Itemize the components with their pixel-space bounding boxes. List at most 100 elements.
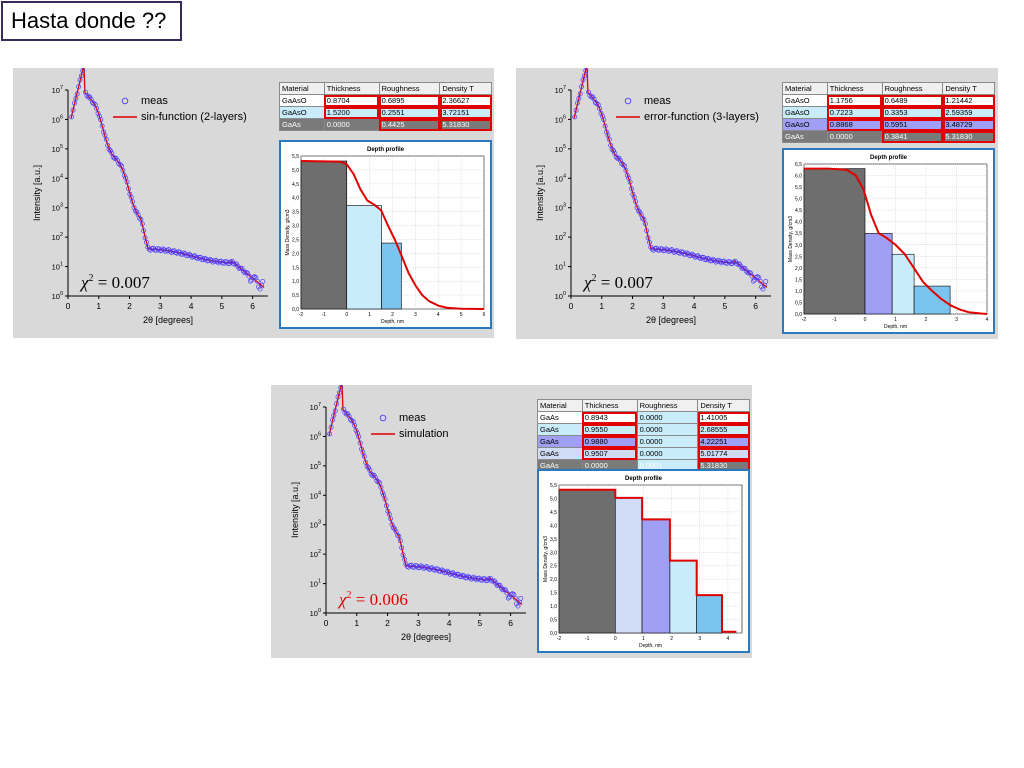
depth-x-tick-label: 1 — [894, 317, 897, 323]
measured-point — [247, 278, 253, 284]
material-cell[interactable]: GaAsO — [782, 118, 828, 131]
measured-point — [95, 110, 101, 116]
parameter-cell[interactable]: 5.31830 — [697, 459, 750, 472]
parameter-cell[interactable]: 1.5200 — [323, 106, 380, 119]
parameter-cell[interactable]: 0.6489 — [881, 94, 944, 107]
depth-y-tick-label: 1,5 — [292, 265, 299, 271]
parameter-cell[interactable]: 0.9880 — [581, 435, 638, 448]
measured-point — [605, 132, 611, 138]
table-header-cell: Roughness — [378, 82, 441, 95]
measured-point — [392, 526, 398, 532]
depth-x-axis-label: Depth, nm — [381, 319, 404, 325]
depth-profile-svg: Depth profile 0,0 0,5 1,0 1,5 2,0 2,5 3,0 3,5 4,0… — [788, 155, 989, 330]
measured-point — [492, 578, 497, 584]
legend-meas-marker — [624, 97, 632, 105]
parameter-cell[interactable]: 5.31830 — [942, 130, 995, 143]
material-cell[interactable]: GaAs — [537, 447, 583, 460]
depth-y-tick-label: 4,5 — [795, 208, 802, 214]
material-cell[interactable]: GaAsO — [782, 106, 828, 119]
table-row[interactable]: GaAsO 1.5200 0.2551 3.72151 — [279, 106, 492, 119]
depth-y-tick-label: 3,5 — [795, 231, 802, 237]
parameter-cell[interactable]: 5.01774 — [697, 447, 750, 460]
measured-point — [70, 107, 76, 113]
parameter-cell[interactable]: 0.3841 — [881, 130, 944, 143]
parameter-cell[interactable]: 0.0000 — [636, 411, 699, 424]
parameter-cell[interactable]: 3.72151 — [439, 106, 492, 119]
table-row[interactable]: GaAsO 0.8704 0.6895 2.36627 — [279, 94, 492, 107]
measured-point — [688, 252, 694, 258]
parameter-cell[interactable]: 0.5951 — [881, 118, 944, 131]
material-cell[interactable]: GaAsO — [279, 94, 325, 107]
measured-point — [138, 217, 144, 222]
depth-profile-title: Depth profile — [870, 155, 908, 161]
measured-point — [334, 401, 340, 407]
parameter-cell[interactable]: 0.0000 — [636, 447, 699, 460]
measured-point — [110, 154, 116, 160]
table-row[interactable]: GaAs 0.0000 0.0001 5.31830 — [537, 459, 750, 472]
parameter-cell[interactable]: 0.3353 — [881, 106, 944, 119]
density-profile-curve — [300, 160, 485, 310]
measured-point — [586, 89, 591, 95]
parameter-cell[interactable]: 5.31830 — [439, 118, 492, 131]
measured-point — [583, 68, 589, 74]
table-row[interactable]: GaAs 0.9880 0.0000 4.22251 — [537, 435, 750, 448]
depth-x-tick-label: 4 — [437, 312, 440, 318]
parameter-cell[interactable]: 2.68555 — [697, 423, 750, 436]
parameter-cell[interactable]: 0.6895 — [378, 94, 441, 107]
parameter-cell[interactable]: 0.9550 — [581, 423, 638, 436]
legend-fit-label: error-function (3-layers) — [644, 111, 759, 123]
depth-x-tick-label: -1 — [322, 312, 327, 318]
depth-y-tick-label: 0,0 — [795, 312, 802, 318]
depth-y-tick-label: 5,5 — [550, 483, 557, 489]
measured-point — [597, 106, 603, 111]
parameter-cell[interactable]: 1.21442 — [942, 94, 995, 107]
parameter-cell[interactable]: 1.1756 — [826, 94, 883, 107]
parameter-cell[interactable]: 3.48729 — [942, 118, 995, 131]
y-tick-label: 107 — [555, 85, 566, 95]
parameter-cell[interactable]: 2.36627 — [439, 94, 492, 107]
table-row[interactable]: GaAs 0.0000 0.4425 5.31830 — [279, 118, 492, 131]
depth-x-tick-label: 5 — [460, 312, 463, 318]
table-row[interactable]: GaAsO 0.7223 0.3353 2.59359 — [782, 106, 995, 119]
measured-point — [134, 209, 140, 215]
parameter-cell[interactable]: 0.0000 — [323, 118, 380, 131]
table-row[interactable]: GaAs 0.0000 0.3841 5.31830 — [782, 130, 995, 143]
measured-point — [748, 270, 753, 276]
material-cell[interactable]: GaAs — [537, 435, 583, 448]
measured-point — [229, 258, 235, 264]
parameter-cell[interactable]: 2.59359 — [942, 106, 995, 119]
depth-layer-bar — [803, 168, 866, 315]
y-tick-label: 106 — [310, 431, 321, 441]
material-cell[interactable]: GaAs — [537, 423, 583, 436]
table-row[interactable]: GaAs 0.9550 0.0000 2.68555 — [537, 423, 750, 436]
material-cell[interactable]: GaAsO — [782, 94, 828, 107]
table-row[interactable]: GaAsO 0.8868 0.5951 3.48729 — [782, 118, 995, 131]
table-row[interactable]: GaAs 0.9507 0.0000 5.01774 — [537, 447, 750, 460]
chi-square-value: χ2 = 0.006 — [337, 590, 408, 609]
legend-meas-label: meas — [399, 412, 426, 424]
parameter-cell[interactable]: 0.0000 — [636, 423, 699, 436]
table-row[interactable]: GaAs 0.8943 0.0000 1.41005 — [537, 411, 750, 424]
parameter-cell[interactable]: 0.2551 — [378, 106, 441, 119]
material-cell[interactable]: GaAs — [782, 130, 828, 143]
measured-point — [757, 278, 763, 284]
parameter-cell[interactable]: 1.41005 — [697, 411, 750, 424]
table-row[interactable]: GaAsO 1.1756 0.6489 1.21442 — [782, 94, 995, 107]
measured-point — [386, 511, 392, 517]
parameter-cell[interactable]: 4.22251 — [697, 435, 750, 448]
measured-point — [206, 258, 212, 264]
parameter-cell[interactable]: 0.8868 — [826, 118, 883, 131]
depth-y-tick-label: 3,0 — [795, 243, 802, 249]
depth-x-tick-label: -2 — [299, 312, 304, 318]
parameter-cell[interactable]: 0.7223 — [826, 106, 883, 119]
parameter-cell[interactable]: 0.4425 — [378, 118, 441, 131]
parameter-cell[interactable]: 0.0000 — [636, 435, 699, 448]
parameter-cell[interactable]: 0.9507 — [581, 447, 638, 460]
parameter-cell[interactable]: 0.8704 — [323, 94, 380, 107]
x-tick-label: 0 — [569, 301, 574, 311]
material-cell[interactable]: GaAs — [279, 118, 325, 131]
parameter-cell[interactable]: 0.8943 — [581, 411, 638, 424]
parameter-cell[interactable]: 0.0000 — [826, 130, 883, 143]
material-cell[interactable]: GaAs — [537, 411, 583, 424]
material-cell[interactable]: GaAsO — [279, 106, 325, 119]
